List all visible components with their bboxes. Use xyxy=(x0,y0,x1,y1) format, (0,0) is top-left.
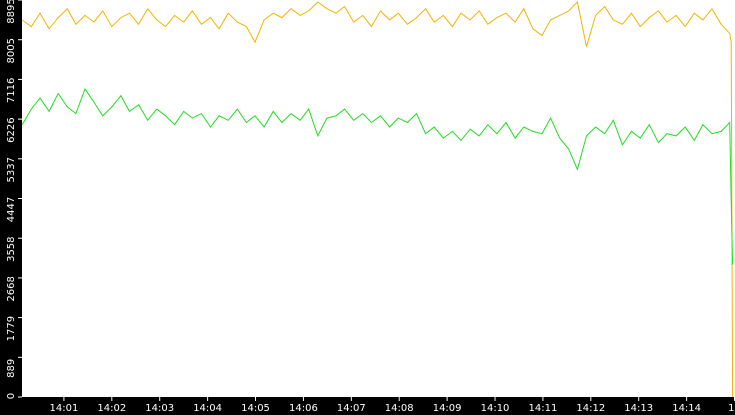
y-tick-label: 2668 xyxy=(6,276,17,301)
x-tick-label: 14:02 xyxy=(97,403,126,414)
x-tick-label: 14:13 xyxy=(624,403,653,414)
x-tick-label: 14:07 xyxy=(337,403,366,414)
x-tick-label: 14:11 xyxy=(529,403,558,414)
x-tick-label: 14 xyxy=(728,403,735,414)
x-tick-label: 14:08 xyxy=(385,403,414,414)
y-tick-label: 1779 xyxy=(6,316,17,341)
y-tick-label: 5337 xyxy=(6,157,17,182)
x-tick-label: 14:14 xyxy=(672,403,701,414)
plot-area xyxy=(22,0,735,397)
x-tick-label: 14:01 xyxy=(49,403,78,414)
y-tick-label: 6226 xyxy=(6,117,17,142)
y-tick-label: 4447 xyxy=(6,197,17,222)
x-tick-label: 14:10 xyxy=(481,403,510,414)
y-tick-label: 8895 xyxy=(6,0,17,24)
x-tick-label: 14:09 xyxy=(433,403,462,414)
y-tick-label: 889 xyxy=(6,359,17,378)
x-tick-label: 14:03 xyxy=(145,403,174,414)
x-tick-label: 14:12 xyxy=(576,403,605,414)
y-tick-label: 0 xyxy=(6,393,17,399)
y-tick-label: 7116 xyxy=(6,78,17,103)
y-tick-label: 3558 xyxy=(6,236,17,261)
data-line xyxy=(21,0,734,398)
y-tick-label: 8005 xyxy=(6,38,17,63)
data-line xyxy=(21,87,734,265)
x-tick-label: 14:04 xyxy=(193,403,222,414)
x-tick-label: 14:05 xyxy=(241,403,270,414)
x-tick-label: 14:06 xyxy=(289,403,318,414)
